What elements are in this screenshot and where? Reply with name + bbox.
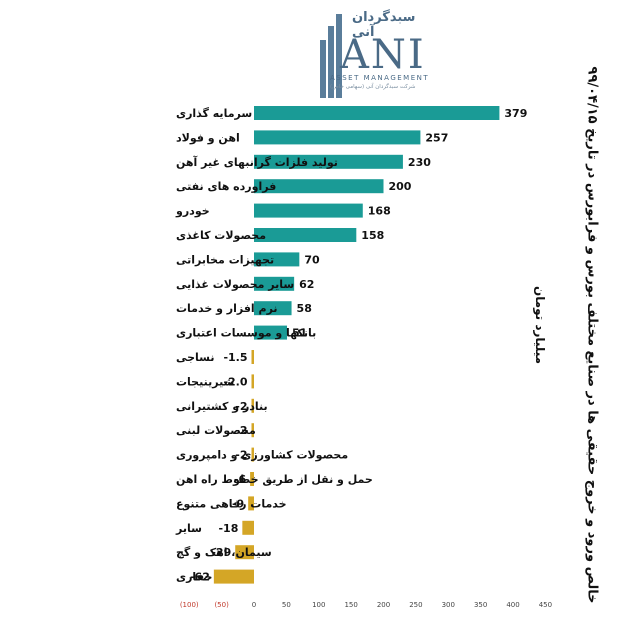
bar [254,301,292,316]
chart-title: خالص ورود و خروج حقیقی ها در صنایع مختلف… [584,66,600,604]
bar [254,106,500,120]
category-label: تجهیزات مخابراتی [176,253,274,266]
bar [251,374,254,389]
bar [254,154,403,169]
data-label: 51 [292,327,307,340]
bar [254,276,295,291]
bar [248,496,254,511]
logo-tagline-en: ASSET MANAGEMENT [330,74,430,82]
category-label: سایر [175,522,202,535]
x-tick-label: 100 [312,601,325,609]
data-label: 62 [299,278,314,291]
bar [213,569,254,584]
bar [251,398,254,413]
bar [251,447,254,462]
category-label: محصولات کاغذی [176,229,266,242]
bar [251,423,254,438]
category-label: محصولات کشاورزی و دامپروری [176,449,348,462]
logo-bar [320,40,326,98]
x-tick-label: 50 [282,601,291,609]
category-label: سیمان، اهک و گچ [176,546,272,559]
logo-text-en: ANI [340,32,426,78]
data-label: -1.5 [223,351,247,364]
data-label: 70 [304,253,320,266]
category-label: سایر محصولات غذایی [176,278,294,291]
x-tick-label: 150 [344,601,357,609]
category-label: نرم افزار و خدمات [176,302,278,315]
category-label: خودرو [175,205,210,218]
bar [254,203,363,218]
category-label: بنادر و کشتیرانی [176,400,268,413]
logo-bar [328,26,334,98]
category-label: اهن و فولاد [176,131,240,144]
category-label: سرمایه گذاری [176,107,252,120]
bar [235,545,254,560]
bar [251,350,254,364]
category-label: نساجی [176,351,215,364]
bar [254,252,300,267]
data-label: 200 [389,180,412,193]
data-label: 257 [425,131,448,144]
category-label: حمل و نقل از طریق خطوط راه اهن [176,473,373,486]
data-label: -9 [232,497,244,510]
bar [254,325,288,340]
category-label: شیرینیجات [176,375,234,388]
bar [250,472,254,486]
data-label: 158 [361,229,384,242]
bar [254,179,384,194]
x-tick-label: 300 [442,601,455,609]
data-label: -29 [211,546,231,559]
logo-text-fa: سبدگردان آنی [352,10,416,40]
bar [254,130,421,145]
bar [242,520,254,535]
data-label: -2 [235,449,247,462]
data-label: 58 [297,302,312,315]
x-tick-label: (100) [180,601,199,609]
x-tick-label: 250 [409,601,422,609]
category-label: فراورده های نفتی [176,180,276,193]
data-label: -6 [234,473,247,486]
data-label: -2 [235,424,247,437]
bar [254,228,357,242]
logo: سبدگردان آنی ANI ASSET MANAGEMENT شرکت س… [318,6,438,98]
data-label: 230 [408,156,431,169]
category-label: تولید فلزات گرانبهای غیر آهن [176,155,338,169]
x-tick-label: (50) [214,601,229,609]
data-label: -18 [218,522,238,535]
data-label: 168 [368,205,391,218]
category-label: محصولات لبنی [176,424,256,437]
data-label: -2 [235,400,247,413]
data-label: 379 [504,107,527,120]
category-label: بانکها و موسسات اعتباری [176,327,316,340]
x-tick-label: 350 [474,601,487,609]
x-tick-label: 400 [506,601,519,609]
category-label: حفاری [176,571,212,584]
category-label: خدمات رفاهی متنوع [176,497,287,510]
unit-label: میلیارد تومان [533,285,547,365]
logo-bar [336,14,342,98]
x-tick-label: 0 [252,601,256,609]
x-tick-label: 200 [377,601,390,609]
data-label: -62 [190,571,210,584]
data-label: -2.0 [223,375,247,388]
logo-tagline-fa: شرکت سبدگردان آنی (سهامی خاص) [330,84,416,90]
x-tick-label: 450 [539,601,552,609]
